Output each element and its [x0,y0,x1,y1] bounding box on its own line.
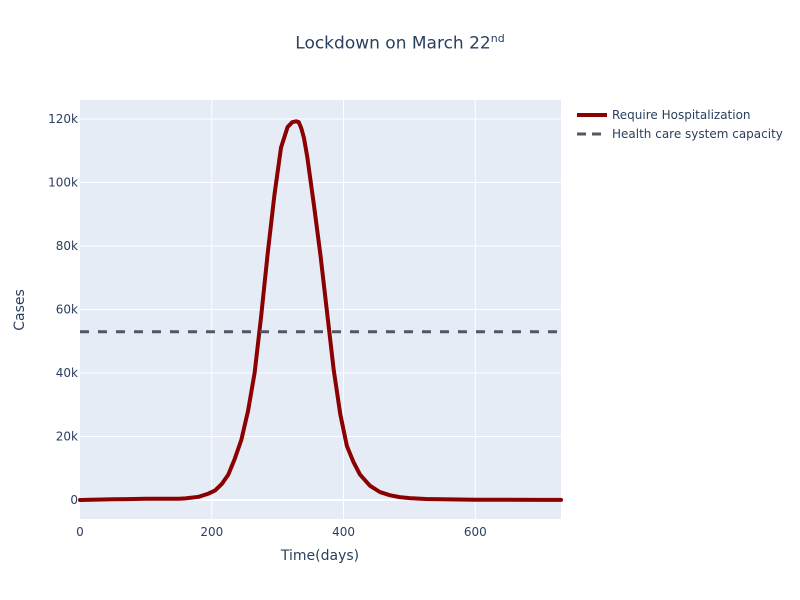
chart-title-superscript: nd [490,32,505,45]
legend-item-hospitalization[interactable]: Require Hospitalization [577,108,751,122]
x-tick-label: 200 [200,525,223,539]
hospitalization-series-line [78,119,563,502]
legend-item-capacity[interactable]: Health care system capacity [577,127,783,141]
y-tick-label: 80k [56,239,78,253]
chart-title-main: Lockdown on March 22 [295,33,491,54]
y-tick-label: 40k [56,366,78,380]
y-axis-title: Cases [12,289,28,331]
x-tick-label: 0 [76,525,84,539]
y-tick-label: 0 [70,493,78,507]
chart-title: Lockdown on March 22nd [0,32,800,54]
y-tick-label: 120k [48,112,78,126]
x-tick-label: 400 [332,525,355,539]
tick-labels: 0 200 400 600 0 20k 40k 60k 80k 100k 120k [48,112,487,539]
x-tick-label: 600 [464,525,487,539]
y-tick-label: 100k [48,176,78,190]
legend[interactable]: Require Hospitalization Health care syste… [577,108,783,141]
legend-label: Health care system capacity [612,127,783,141]
y-tick-label: 60k [56,303,78,317]
y-tick-label: 20k [56,429,78,443]
x-axis-title: Time(days) [280,548,359,564]
series-layer [78,119,563,502]
legend-label: Require Hospitalization [612,108,751,122]
